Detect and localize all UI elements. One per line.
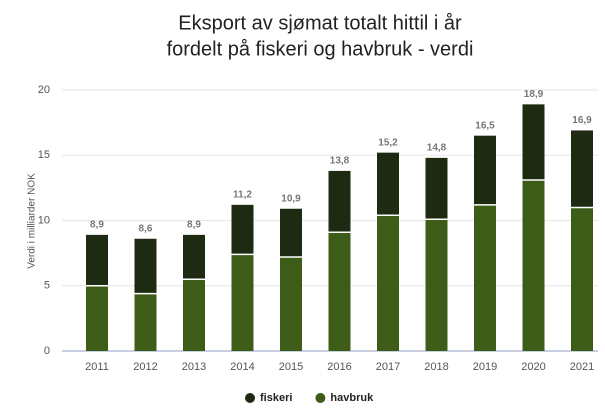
y-tick-label: 0 xyxy=(44,345,50,357)
x-tick-label: 2011 xyxy=(85,361,109,373)
x-tick-label: 2015 xyxy=(279,361,303,373)
bar-segment xyxy=(474,135,496,205)
total-label: 8,9 xyxy=(187,219,201,230)
bar-segment xyxy=(134,238,157,294)
chart-title: fordelt på fiskeri og havbruk - verdi xyxy=(167,38,474,60)
total-label: 16,9 xyxy=(572,115,592,126)
bar-segment xyxy=(86,234,108,286)
bar-segment xyxy=(425,157,448,220)
legend-swatch xyxy=(315,393,326,403)
bar-segment xyxy=(231,254,254,351)
x-tick-label: 2018 xyxy=(424,361,448,373)
total-label: 13,8 xyxy=(330,156,350,167)
total-label: 10,9 xyxy=(281,193,301,204)
total-label: 18,9 xyxy=(524,89,544,100)
total-label: 16,5 xyxy=(475,120,495,131)
legend-swatch xyxy=(245,393,255,403)
x-tick-label: 2021 xyxy=(570,361,594,373)
bar-segment xyxy=(183,279,205,351)
y-tick-label: 10 xyxy=(38,214,50,226)
y-tick-label: 20 xyxy=(38,84,50,96)
x-tick-label: 2019 xyxy=(473,361,497,373)
total-label: 8,9 xyxy=(90,219,104,230)
bar-segment xyxy=(474,204,496,351)
total-label: 14,8 xyxy=(427,143,447,154)
x-tick-label: 2014 xyxy=(230,361,254,373)
bar-segment xyxy=(377,215,399,351)
total-label: 11,2 xyxy=(233,189,252,200)
bar-segment xyxy=(571,207,593,351)
x-tick-label: 2016 xyxy=(327,361,351,373)
bar-segment xyxy=(377,152,399,216)
bar-segment xyxy=(328,232,351,351)
x-tick-label: 2012 xyxy=(133,361,157,373)
bar-segment xyxy=(280,257,302,351)
legend-label: havbruk xyxy=(330,392,374,404)
x-tick-label: 2020 xyxy=(521,361,545,373)
bar-segment xyxy=(134,293,157,351)
total-label: 15,2 xyxy=(378,137,398,148)
x-tick-label: 2017 xyxy=(376,361,400,373)
chart-title: Eksport av sjømat totalt hittil i år xyxy=(178,12,462,34)
bar-segment xyxy=(183,234,205,280)
y-axis-label: Verdi i milliarder NOK xyxy=(27,173,38,269)
bar-segment xyxy=(425,219,448,351)
bar-segment xyxy=(231,204,254,255)
bar-segment xyxy=(86,285,108,351)
legend-label: fiskeri xyxy=(260,392,292,404)
bar-segment xyxy=(522,104,545,181)
x-tick-label: 2013 xyxy=(182,361,206,373)
total-label: 8,6 xyxy=(139,223,153,234)
bar-segment xyxy=(522,180,545,351)
y-tick-label: 5 xyxy=(44,280,50,292)
bar-segment xyxy=(328,170,351,233)
bar-segment xyxy=(280,208,302,258)
y-tick-label: 15 xyxy=(38,149,50,161)
bar-segment xyxy=(571,130,593,208)
